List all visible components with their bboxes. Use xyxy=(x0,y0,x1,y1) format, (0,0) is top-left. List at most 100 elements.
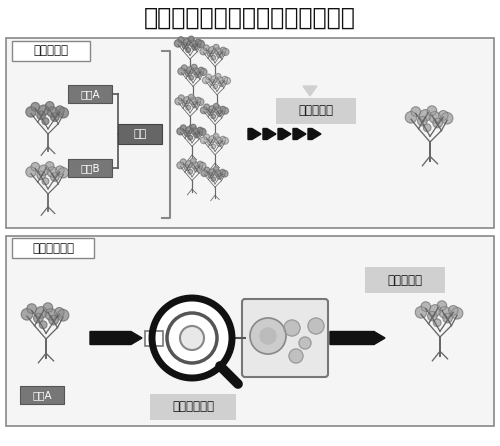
Circle shape xyxy=(214,107,221,114)
Circle shape xyxy=(420,110,431,121)
Circle shape xyxy=(208,173,214,178)
Circle shape xyxy=(224,78,230,84)
Circle shape xyxy=(433,118,442,128)
FancyBboxPatch shape xyxy=(365,267,445,293)
Circle shape xyxy=(209,106,216,112)
Circle shape xyxy=(56,166,64,174)
Circle shape xyxy=(47,107,58,117)
Circle shape xyxy=(180,326,204,350)
Circle shape xyxy=(47,167,58,177)
Circle shape xyxy=(180,159,186,165)
FancyArrow shape xyxy=(330,331,385,344)
FancyArrow shape xyxy=(278,128,291,140)
Circle shape xyxy=(182,65,187,71)
Circle shape xyxy=(214,103,219,109)
Circle shape xyxy=(192,162,198,169)
Circle shape xyxy=(214,170,221,177)
FancyBboxPatch shape xyxy=(20,386,64,404)
Circle shape xyxy=(49,315,58,325)
Circle shape xyxy=(58,310,69,321)
Circle shape xyxy=(220,106,226,112)
Circle shape xyxy=(218,81,224,87)
Circle shape xyxy=(214,167,219,172)
Circle shape xyxy=(200,68,207,75)
Circle shape xyxy=(211,55,216,60)
Circle shape xyxy=(208,110,214,115)
Circle shape xyxy=(190,98,196,105)
Text: 作物A: 作物A xyxy=(32,390,52,400)
Circle shape xyxy=(214,133,219,139)
Circle shape xyxy=(439,306,450,318)
Circle shape xyxy=(186,71,192,77)
Circle shape xyxy=(442,112,453,124)
Circle shape xyxy=(197,127,203,133)
Circle shape xyxy=(192,128,198,135)
Circle shape xyxy=(220,136,226,142)
Circle shape xyxy=(22,309,32,320)
Circle shape xyxy=(222,107,228,114)
Circle shape xyxy=(194,72,200,78)
Circle shape xyxy=(406,112,416,123)
Circle shape xyxy=(202,77,209,83)
Circle shape xyxy=(434,319,441,326)
Circle shape xyxy=(222,137,228,144)
Circle shape xyxy=(429,112,440,123)
FancyBboxPatch shape xyxy=(242,299,328,377)
Circle shape xyxy=(184,165,190,170)
Circle shape xyxy=(175,98,182,105)
Circle shape xyxy=(220,169,226,175)
FancyBboxPatch shape xyxy=(145,331,163,346)
Polygon shape xyxy=(398,268,412,276)
FancyBboxPatch shape xyxy=(12,238,94,258)
Circle shape xyxy=(31,162,40,171)
Circle shape xyxy=(177,162,184,169)
Circle shape xyxy=(178,68,185,75)
Circle shape xyxy=(182,101,188,107)
Circle shape xyxy=(211,177,216,181)
Circle shape xyxy=(289,349,303,363)
Circle shape xyxy=(184,39,190,46)
Circle shape xyxy=(38,105,49,116)
Circle shape xyxy=(42,118,49,124)
Circle shape xyxy=(27,304,36,314)
Circle shape xyxy=(26,167,36,177)
Circle shape xyxy=(211,114,216,119)
Circle shape xyxy=(184,131,190,136)
Circle shape xyxy=(448,306,458,315)
Circle shape xyxy=(186,48,190,52)
Circle shape xyxy=(186,105,190,110)
FancyArrow shape xyxy=(90,331,142,344)
Circle shape xyxy=(418,116,427,126)
Circle shape xyxy=(308,318,324,334)
Circle shape xyxy=(299,337,311,349)
FancyBboxPatch shape xyxy=(68,159,112,177)
Circle shape xyxy=(421,302,430,311)
Circle shape xyxy=(178,37,184,43)
Circle shape xyxy=(189,75,194,80)
Circle shape xyxy=(167,313,217,363)
Circle shape xyxy=(197,161,203,167)
Circle shape xyxy=(45,309,56,320)
FancyArrow shape xyxy=(263,128,276,140)
Circle shape xyxy=(50,113,59,121)
Circle shape xyxy=(182,43,188,49)
Circle shape xyxy=(443,313,452,323)
Circle shape xyxy=(438,111,448,120)
Circle shape xyxy=(213,84,218,89)
Circle shape xyxy=(204,45,209,51)
Circle shape xyxy=(214,44,219,50)
FancyArrow shape xyxy=(293,128,306,140)
Circle shape xyxy=(54,308,64,317)
Text: 遺伝子組換え: 遺伝子組換え xyxy=(32,241,74,255)
Circle shape xyxy=(190,124,196,130)
Circle shape xyxy=(192,68,200,75)
Text: 作物B: 作物B xyxy=(80,163,100,173)
FancyBboxPatch shape xyxy=(12,41,90,61)
FancyBboxPatch shape xyxy=(6,38,494,228)
Circle shape xyxy=(222,76,228,82)
FancyArrow shape xyxy=(248,128,261,140)
Circle shape xyxy=(188,136,192,140)
Circle shape xyxy=(196,39,202,45)
Circle shape xyxy=(46,102,54,110)
Circle shape xyxy=(214,48,222,55)
